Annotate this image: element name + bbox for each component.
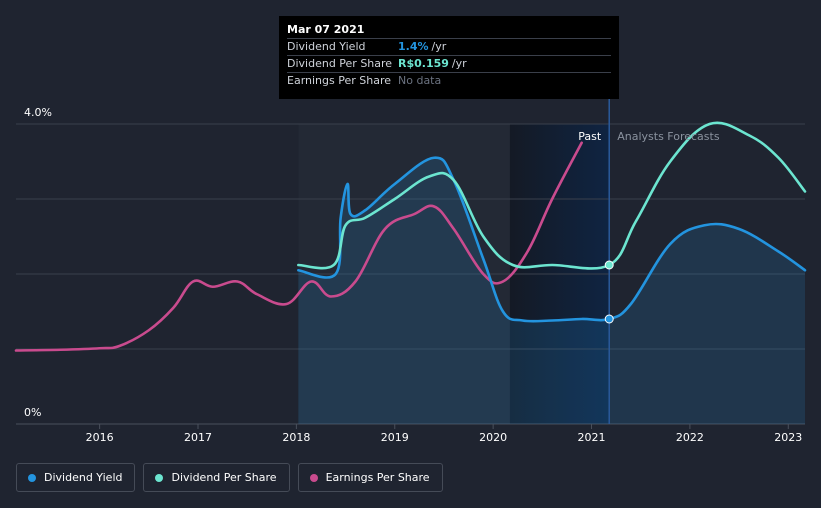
forecast-label: Analysts Forecasts <box>617 130 720 143</box>
x-tick-label: 2021 <box>578 431 606 444</box>
y-tick-label-min: 0% <box>24 406 41 419</box>
dividend-yield-line <box>297 156 807 323</box>
legend-label: Dividend Yield <box>44 471 123 484</box>
tooltip-row-earnings-per-share: Earnings Per Share No data <box>287 73 611 89</box>
dividend-yield-marker <box>604 314 614 324</box>
y-tick-label-max: 4.0% <box>24 106 52 119</box>
past-label: Past <box>578 130 602 143</box>
legend-dot-icon <box>155 473 164 482</box>
tooltip-label: Dividend Yield <box>287 40 366 53</box>
x-tick-label: 2018 <box>282 431 310 444</box>
legend-item-dividend-per-share[interactable]: Dividend Per Share <box>143 463 290 492</box>
tooltip-value: 1.4% <box>398 40 429 53</box>
chart-legend: Dividend Yield Dividend Per Share Earnin… <box>16 463 443 492</box>
x-tick-label: 2016 <box>86 431 114 444</box>
legend-dot-icon <box>28 473 36 482</box>
tooltip-unit: /yr <box>451 57 467 70</box>
legend-dot-icon <box>309 473 318 482</box>
x-tick-label: 2023 <box>774 431 802 444</box>
legend-label: Dividend Per Share <box>171 471 277 484</box>
tooltip-date: Mar 07 2021 <box>287 22 611 39</box>
chart-tooltip: Mar 07 2021 Dividend Yield 1.4% /yr Divi… <box>279 16 619 99</box>
tooltip-label: Dividend Per Share <box>287 57 393 70</box>
x-tick-label: 2017 <box>184 431 212 444</box>
dividend-yield-area <box>298 157 805 425</box>
x-tick-label: 2019 <box>381 431 409 444</box>
dividend-per-share-line <box>297 121 807 270</box>
tooltip-value: No data <box>398 74 442 87</box>
tooltip-row-dividend-yield: Dividend Yield 1.4% /yr <box>287 39 611 56</box>
tooltip-unit: /yr <box>431 40 447 53</box>
x-tick-label: 2020 <box>479 431 507 444</box>
legend-label: Earnings Per Share <box>325 471 430 484</box>
tooltip-row-dividend-per-share: Dividend Per Share R$0.159 /yr <box>287 56 611 73</box>
legend-item-earnings-per-share[interactable]: Earnings Per Share <box>297 463 443 492</box>
x-tick-label: 2022 <box>676 431 704 444</box>
tooltip-value: R$0.159 <box>398 57 449 70</box>
dividend-per-share-marker <box>604 260 614 270</box>
tooltip-label: Earnings Per Share <box>287 74 392 87</box>
legend-item-dividend-yield[interactable]: Dividend Yield <box>16 463 136 492</box>
